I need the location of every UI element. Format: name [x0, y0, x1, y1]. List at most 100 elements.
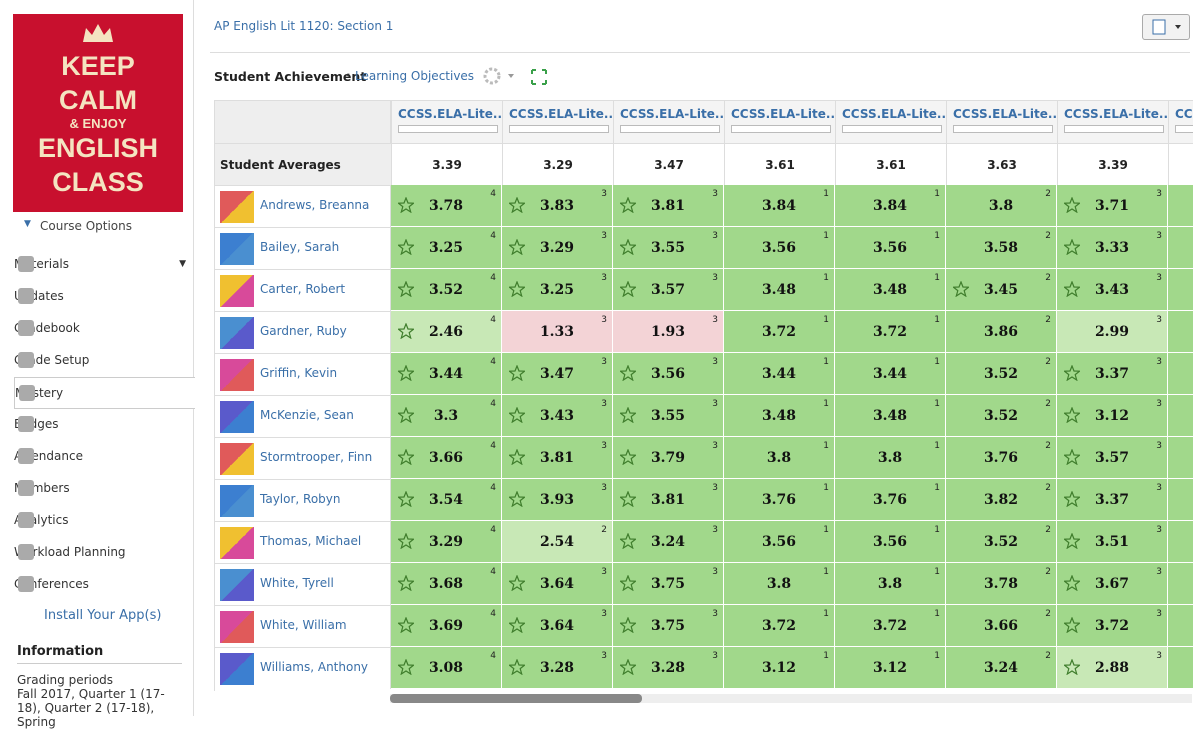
student-name[interactable]: Carter, Robert [260, 282, 346, 296]
scrollbar-thumb[interactable] [390, 694, 642, 703]
score-cell[interactable]: 3.8 1 [724, 437, 835, 479]
column-header[interactable]: CCSS.ELA-Lite... [502, 101, 613, 143]
score-cell[interactable]: 3.57 3 [1057, 437, 1168, 479]
score-cell[interactable]: 3.68 4 [391, 563, 502, 605]
score-cell[interactable]: 3.44 1 [835, 353, 946, 395]
score-cell[interactable]: 3.37 3 [1057, 353, 1168, 395]
column-title[interactable]: CCSS.ELA-Lite... [620, 107, 724, 121]
score-cell[interactable]: 3.82 2 [946, 479, 1057, 521]
score-cell[interactable]: 3.78 4 [391, 185, 502, 227]
score-cell[interactable]: 3.56 1 [835, 521, 946, 563]
student-name[interactable]: White, Tyrell [260, 576, 334, 590]
score-cell[interactable]: 3.28 3 [613, 647, 724, 689]
score-cell[interactable]: 3.72 1 [835, 311, 946, 353]
score-cell[interactable]: 3.44 4 [391, 353, 502, 395]
score-cell[interactable]: 3.47 3 [502, 353, 613, 395]
score-cell[interactable] [1168, 647, 1193, 689]
score-cell[interactable]: 3.43 3 [1057, 269, 1168, 311]
column-title[interactable]: CCSS.ELA-Lite... [731, 107, 835, 121]
score-cell[interactable]: 3.43 3 [502, 395, 613, 437]
score-cell[interactable]: 3.3 4 [391, 395, 502, 437]
score-cell[interactable] [1168, 437, 1193, 479]
score-cell[interactable]: 3.52 2 [946, 521, 1057, 563]
column-title[interactable]: CCSS.ELA-Lite... [953, 107, 1057, 121]
score-cell[interactable]: 3.29 3 [502, 227, 613, 269]
score-cell[interactable]: 3.37 3 [1057, 479, 1168, 521]
score-cell[interactable]: 3.78 2 [946, 563, 1057, 605]
column-title[interactable]: CCSS.ELA-Lite... [398, 107, 502, 121]
nav-item[interactable]: Workload Planning [14, 537, 194, 567]
score-cell[interactable]: 3.29 4 [391, 521, 502, 563]
score-cell[interactable]: 3.24 2 [946, 647, 1057, 689]
score-cell[interactable]: 3.72 3 [1057, 605, 1168, 647]
column-header[interactable]: CCSS.ELA-Lite... [946, 101, 1057, 143]
score-cell[interactable] [1168, 563, 1193, 605]
score-cell[interactable]: 3.48 1 [724, 395, 835, 437]
view-menu[interactable] [1142, 14, 1190, 40]
student-name[interactable]: Gardner, Ruby [260, 324, 347, 338]
score-cell[interactable]: 3.84 1 [835, 185, 946, 227]
score-cell[interactable]: 3.86 2 [946, 311, 1057, 353]
score-cell[interactable]: 3.84 1 [724, 185, 835, 227]
score-cell[interactable] [1168, 479, 1193, 521]
score-cell[interactable]: 3.69 4 [391, 605, 502, 647]
student-name[interactable]: Thomas, Michael [260, 534, 362, 548]
nav-item[interactable]: Analytics [14, 505, 194, 535]
score-cell[interactable]: 1.93 3 [613, 311, 724, 353]
score-cell[interactable]: 3.28 3 [502, 647, 613, 689]
breadcrumb[interactable]: AP English Lit 1120: Section 1 [214, 19, 394, 33]
score-cell[interactable] [1168, 605, 1193, 647]
install-apps[interactable]: Install Your App(s) [44, 608, 162, 623]
score-cell[interactable]: 3.76 1 [724, 479, 835, 521]
toolbar-icons[interactable] [482, 66, 552, 88]
score-cell[interactable]: 3.8 1 [835, 563, 946, 605]
score-cell[interactable] [1168, 227, 1193, 269]
student-name[interactable]: Taylor, Robyn [260, 492, 341, 506]
score-cell[interactable]: 1.33 3 [502, 311, 613, 353]
score-cell[interactable]: 2.88 3 [1057, 647, 1168, 689]
student-name[interactable]: Williams, Anthony [260, 660, 369, 674]
score-cell[interactable]: 3.48 1 [724, 269, 835, 311]
score-cell[interactable]: 3.24 3 [613, 521, 724, 563]
score-cell[interactable]: 3.52 4 [391, 269, 502, 311]
score-cell[interactable]: 3.66 4 [391, 437, 502, 479]
score-cell[interactable]: 3.12 3 [1057, 395, 1168, 437]
score-cell[interactable]: 3.72 1 [724, 605, 835, 647]
score-cell[interactable]: 3.08 4 [391, 647, 502, 689]
score-cell[interactable]: 3.75 3 [613, 605, 724, 647]
score-cell[interactable]: 3.76 2 [946, 437, 1057, 479]
score-cell[interactable]: 3.56 1 [724, 227, 835, 269]
column-title[interactable]: CCSS.ELA-Lite... [1175, 107, 1193, 121]
score-cell[interactable]: 3.75 3 [613, 563, 724, 605]
column-title[interactable]: CCSS.ELA-Lite... [1064, 107, 1168, 121]
score-cell[interactable]: 3.64 3 [502, 605, 613, 647]
nav-item[interactable]: Grade Setup [14, 345, 194, 375]
score-cell[interactable]: 3.66 2 [946, 605, 1057, 647]
nav-item[interactable]: Badges [14, 409, 194, 439]
score-cell[interactable]: 3.81 3 [613, 479, 724, 521]
score-cell[interactable]: 3.25 3 [502, 269, 613, 311]
score-cell[interactable]: 3.71 3 [1057, 185, 1168, 227]
score-cell[interactable]: 3.79 3 [613, 437, 724, 479]
score-cell[interactable] [1168, 521, 1193, 563]
score-cell[interactable] [1168, 395, 1193, 437]
score-cell[interactable]: 3.45 2 [946, 269, 1057, 311]
nav-item[interactable]: Gradebook [14, 313, 194, 343]
score-cell[interactable]: 3.83 3 [502, 185, 613, 227]
score-cell[interactable]: 2.54 2 [502, 521, 613, 563]
score-cell[interactable]: 3.44 1 [724, 353, 835, 395]
student-name[interactable]: White, William [260, 618, 347, 632]
score-cell[interactable]: 3.8 1 [724, 563, 835, 605]
score-cell[interactable]: 3.54 4 [391, 479, 502, 521]
score-cell[interactable] [1168, 269, 1193, 311]
nav-item[interactable]: Mastery [14, 377, 195, 409]
score-cell[interactable]: 2.46 4 [391, 311, 502, 353]
score-cell[interactable]: 3.67 3 [1057, 563, 1168, 605]
score-cell[interactable]: 3.8 2 [946, 185, 1057, 227]
column-header[interactable]: CCSS.ELA-Lite... [835, 101, 946, 143]
score-cell[interactable]: 3.58 2 [946, 227, 1057, 269]
column-title[interactable]: CCSS.ELA-Lite... [842, 107, 946, 121]
score-cell[interactable]: 3.55 3 [613, 395, 724, 437]
nav-item[interactable]: Attendance [14, 441, 194, 471]
student-name[interactable]: Griffin, Kevin [260, 366, 338, 380]
